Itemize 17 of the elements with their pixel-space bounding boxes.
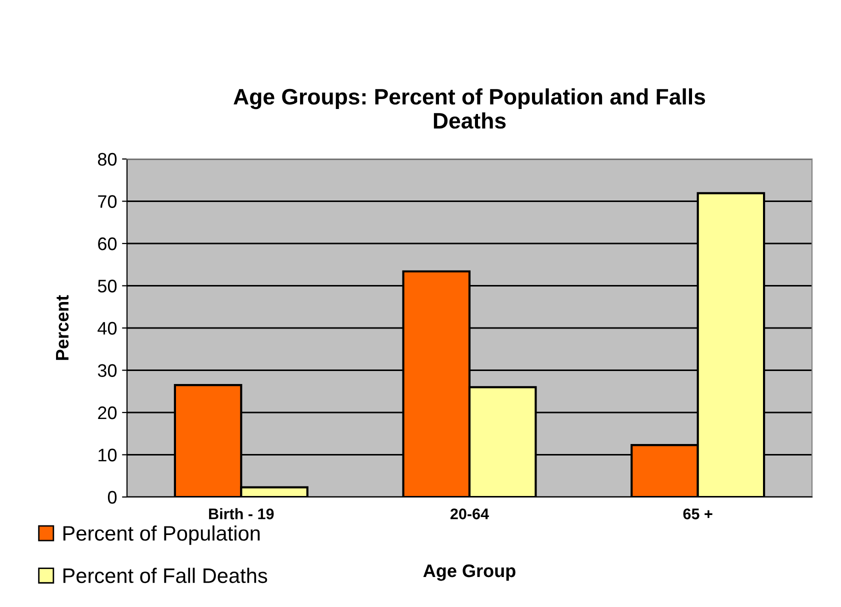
y-tick-label: 50 bbox=[98, 280, 117, 292]
legend-label: Percent of Population bbox=[63, 525, 260, 545]
y-tick-label: 60 bbox=[98, 237, 117, 250]
x-tick-label: 65 + bbox=[683, 508, 712, 520]
y-tick-label: 70 bbox=[98, 195, 117, 208]
y-tick-label: 80 bbox=[98, 152, 117, 166]
y-tick-label: 30 bbox=[98, 364, 117, 377]
y-tick-label: 20 bbox=[98, 406, 117, 420]
x-tick-label: 20-64 bbox=[450, 508, 489, 520]
chart-title: Age Groups: Percent of Population and Falls Deaths bbox=[234, 88, 706, 129]
y-tick-label: 10 bbox=[98, 448, 117, 462]
y-tick-label: 40 bbox=[98, 322, 117, 335]
legend-label: Percent of Fall Deaths bbox=[63, 568, 268, 584]
y-axis-title: Percent bbox=[56, 295, 69, 360]
x-tick-label: Birth - 19 bbox=[209, 508, 274, 520]
x-axis-title: Age Group bbox=[423, 564, 516, 581]
y-tick-label: 0 bbox=[108, 490, 117, 504]
